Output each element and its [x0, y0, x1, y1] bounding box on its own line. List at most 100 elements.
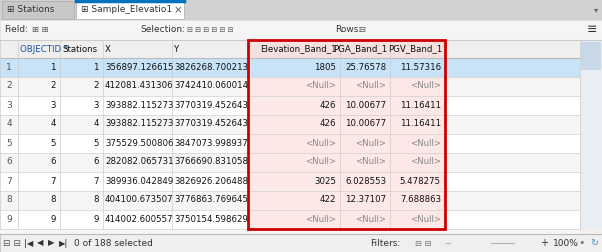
Text: ⊞ Sample_Elevatio1: ⊞ Sample_Elevatio1	[81, 6, 172, 15]
Text: <Null>: <Null>	[410, 214, 441, 224]
Text: ⊟ ⊟: ⊟ ⊟	[415, 238, 432, 247]
Bar	[248, 210, 445, 229]
Text: 3826926.206488: 3826926.206488	[174, 176, 248, 185]
Text: 4: 4	[93, 119, 99, 129]
Text: 375529.500806: 375529.500806	[105, 139, 173, 147]
Text: 3742410.060014: 3742410.060014	[174, 81, 248, 90]
Text: 25.76578: 25.76578	[345, 62, 386, 72]
Text: 3826268.700213: 3826268.700213	[174, 62, 248, 72]
Text: 1: 1	[93, 62, 99, 72]
Text: 389936.042849: 389936.042849	[105, 176, 173, 185]
Bar	[248, 58, 445, 77]
Bar	[0, 134, 580, 153]
Text: Stations: Stations	[62, 45, 97, 53]
Bar	[0, 191, 580, 210]
Text: 2: 2	[93, 81, 99, 90]
Text: 4: 4	[51, 119, 56, 129]
Bar	[580, 40, 602, 229]
Text: <Null>: <Null>	[355, 214, 386, 224]
Bar	[248, 96, 445, 115]
Text: ⊟ ⊟ ⊟ ⊟ ⊟ ⊟: ⊟ ⊟ ⊟ ⊟ ⊟ ⊟	[187, 27, 234, 33]
Text: 422: 422	[320, 196, 336, 205]
Bar	[248, 191, 445, 210]
Text: <Null>: <Null>	[410, 158, 441, 167]
Text: ▾: ▾	[594, 6, 598, 15]
Text: 9: 9	[94, 214, 99, 224]
Text: 7.688863: 7.688863	[400, 196, 441, 205]
Text: 3: 3	[93, 101, 99, 110]
Text: 5: 5	[51, 139, 56, 147]
Text: 414002.600557: 414002.600557	[105, 214, 173, 224]
Text: •: •	[578, 238, 585, 248]
Text: 3776863.769645: 3776863.769645	[174, 196, 248, 205]
Text: ▶: ▶	[48, 238, 55, 247]
Bar	[0, 115, 580, 134]
Text: 1805: 1805	[314, 62, 336, 72]
Text: 11.57316: 11.57316	[400, 62, 441, 72]
Bar	[0, 96, 580, 115]
Bar	[76, 1, 184, 19]
Text: 0 of 188 selected: 0 of 188 selected	[74, 238, 153, 247]
Text: 4: 4	[6, 119, 12, 129]
Text: 6: 6	[93, 158, 99, 167]
Text: ⊞ Stations: ⊞ Stations	[7, 6, 54, 15]
Text: <Null>: <Null>	[410, 139, 441, 147]
Bar	[0, 210, 580, 229]
Bar	[0, 229, 580, 234]
Text: 100%: 100%	[553, 238, 579, 247]
Bar	[248, 77, 445, 96]
Bar	[2, 1, 74, 19]
Text: ≡: ≡	[586, 23, 597, 37]
Bar	[0, 153, 580, 172]
Text: 426: 426	[320, 101, 336, 110]
Text: 11.16411: 11.16411	[400, 119, 441, 129]
Text: <Null>: <Null>	[410, 81, 441, 90]
Text: Elevation_Band_1: Elevation_Band_1	[261, 45, 337, 53]
Text: 356897.126615: 356897.126615	[105, 62, 173, 72]
Text: <Null>: <Null>	[355, 139, 386, 147]
Text: 3766690.831058: 3766690.831058	[174, 158, 248, 167]
Text: 2: 2	[51, 81, 56, 90]
Text: PGA_Band_1: PGA_Band_1	[333, 45, 387, 53]
Text: <Null>: <Null>	[355, 158, 386, 167]
Text: 12.37107: 12.37107	[345, 196, 386, 205]
Text: 5: 5	[6, 139, 12, 147]
Bar	[0, 0, 602, 20]
Text: ⊟ ⊟: ⊟ ⊟	[3, 238, 21, 247]
Text: +: +	[540, 238, 548, 248]
Bar	[248, 115, 445, 134]
Text: Rows:: Rows:	[335, 25, 361, 35]
Text: 3770319.452643: 3770319.452643	[174, 101, 248, 110]
Text: 10.00677: 10.00677	[345, 101, 386, 110]
Bar	[0, 58, 580, 77]
Text: 3847073.998937: 3847073.998937	[174, 139, 248, 147]
Bar	[248, 153, 445, 172]
Bar	[0, 234, 602, 252]
Text: <Null>: <Null>	[305, 139, 336, 147]
Text: X: X	[105, 45, 111, 53]
Text: 5.478275: 5.478275	[400, 176, 441, 185]
Text: 10.00677: 10.00677	[345, 119, 386, 129]
Text: 8: 8	[93, 196, 99, 205]
Bar	[248, 134, 445, 153]
Text: ↻: ↻	[590, 238, 598, 248]
Text: 426: 426	[320, 119, 336, 129]
Bar	[248, 172, 445, 191]
Text: 404100.673507: 404100.673507	[105, 196, 173, 205]
Text: <Null>: <Null>	[305, 81, 336, 90]
Text: 1: 1	[6, 62, 12, 72]
Text: ─────: ─────	[490, 238, 515, 247]
Text: ⊟: ⊟	[358, 25, 365, 35]
Text: ▶|: ▶|	[59, 238, 69, 247]
Text: 412081.431306: 412081.431306	[105, 81, 173, 90]
Text: ×: ×	[173, 5, 182, 15]
Bar	[0, 40, 580, 58]
Text: Y: Y	[174, 45, 179, 53]
Bar	[248, 40, 445, 58]
Text: 3: 3	[51, 101, 56, 110]
Text: 7: 7	[93, 176, 99, 185]
Text: 393882.115273: 393882.115273	[105, 119, 173, 129]
Text: <Null>: <Null>	[355, 81, 386, 90]
Text: 3750154.598629: 3750154.598629	[174, 214, 248, 224]
Text: Filters:: Filters:	[370, 238, 400, 247]
